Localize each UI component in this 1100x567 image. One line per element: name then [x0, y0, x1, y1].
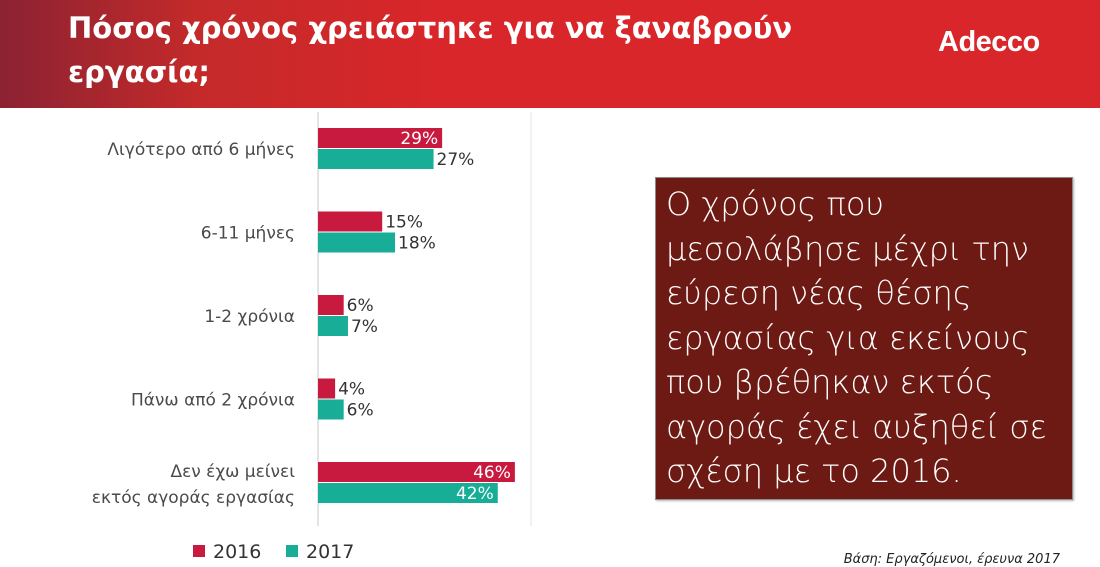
- category-label: 1-2 χρόνια: [204, 307, 295, 327]
- source-note: Βάση: Εργαζόμενοι, έρευνα 2017: [843, 552, 1060, 567]
- category-label: Πάνω από 2 χρόνια: [131, 391, 295, 411]
- bar-2017: [318, 483, 498, 503]
- data-label: 6%: [347, 296, 374, 316]
- legend-label: 2016: [213, 541, 261, 563]
- data-label: 7%: [351, 317, 378, 337]
- legend-swatch-2017: [286, 545, 298, 557]
- bar-2016: [318, 128, 443, 148]
- category-label: Λιγότερο από 6 μήνες: [107, 140, 295, 160]
- data-label: 29%: [400, 129, 438, 149]
- category-label: Δεν έχω μείνει εκτός αγοράς εργασίας: [92, 462, 295, 508]
- data-label: 18%: [398, 234, 436, 254]
- adecco-logo: Adecco: [938, 26, 1040, 58]
- bar-2016: [318, 295, 344, 315]
- data-label: 6%: [347, 401, 374, 421]
- bar-2017: [318, 149, 434, 169]
- chart-legend: 2016 2017: [193, 541, 354, 563]
- bar-2016: [318, 211, 383, 232]
- data-label: 46%: [473, 463, 511, 483]
- category-label: 6-11 μήνες: [201, 224, 295, 244]
- header-banner: Πόσος χρόνος χρειάστηκε για να ξαναβρούν…: [0, 0, 1100, 108]
- bar-2017: [318, 316, 348, 336]
- data-label: 27%: [437, 150, 475, 170]
- data-label: 15%: [385, 213, 423, 233]
- data-label: 42%: [456, 484, 494, 504]
- bar-2017: [318, 399, 344, 420]
- bar-2017: [318, 232, 396, 253]
- legend-label: 2017: [306, 541, 354, 563]
- bar-2016: [318, 462, 515, 482]
- callout-text: Ο χρόνος που μεσολάβησε μέχρι την εύρεση…: [666, 185, 1047, 490]
- bar-2016: [318, 378, 336, 399]
- legend-swatch-2016: [193, 545, 205, 557]
- page-title: Πόσος χρόνος χρειάστηκε για να ξαναβρούν…: [68, 11, 793, 89]
- data-label: 4%: [338, 380, 365, 400]
- callout-box: Ο χρόνος που μεσολάβησε μέχρι την εύρεση…: [655, 177, 1073, 500]
